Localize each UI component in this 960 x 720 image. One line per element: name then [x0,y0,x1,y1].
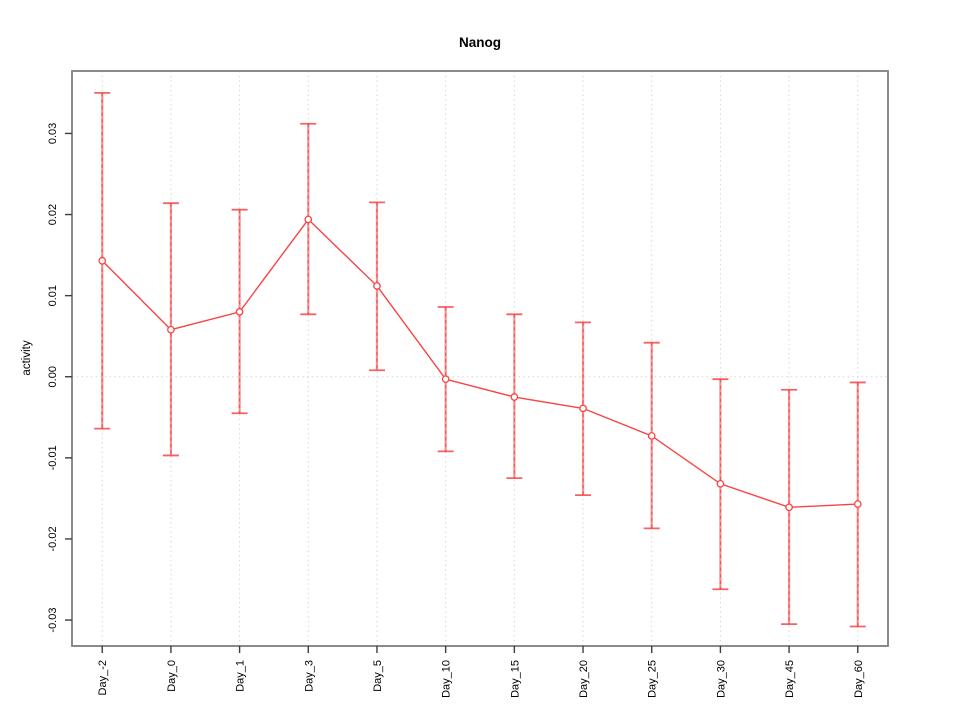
x-tick-label: Day_3 [303,660,315,692]
y-tick-label: 0.01 [47,285,59,306]
data-point [785,503,793,512]
x-tick-label: Day_20 [578,660,590,698]
x-tick-label: Day_30 [715,660,727,698]
series-line [101,218,858,509]
y-axis-label: activity [21,340,33,375]
data-point [373,282,381,290]
x-tick-label: Day_60 [853,660,865,698]
data-point [304,215,313,224]
chart-title: Nanog [459,35,501,50]
x-tick-label: Day_10 [441,660,453,698]
y-tick-label: 0.03 [47,123,59,144]
data-point [716,479,725,488]
y-tick-label: 0.02 [47,204,59,225]
x-tick-label: Day_5 [372,660,384,692]
x-tick-label: Day_25 [647,660,659,698]
data-point [167,325,175,334]
data-point [235,308,244,316]
y-tick-label: -0.01 [47,445,59,470]
plot-box [71,70,889,647]
x-tick-label: Day_-2 [97,660,109,695]
plot-area: -0.03 -0.02 -0.01 0.00 0.01 0.02 0.03 Day_-2 Day… [47,70,889,698]
x-tick-label: Day_0 [166,660,178,692]
y-tick-label: -0.02 [47,526,59,551]
x-tick-label: Day_45 [784,660,796,698]
data-point [647,432,656,440]
x-tick-label: Day_15 [509,660,521,698]
data-point [441,375,450,384]
x-tick-label: Day_1 [235,660,247,692]
data-point [510,393,519,401]
y-tick-label: -0.03 [47,608,59,633]
data-point [853,500,862,508]
data-point [98,256,107,265]
y-tick-label: 0.00 [47,366,59,387]
data-point [579,404,587,413]
